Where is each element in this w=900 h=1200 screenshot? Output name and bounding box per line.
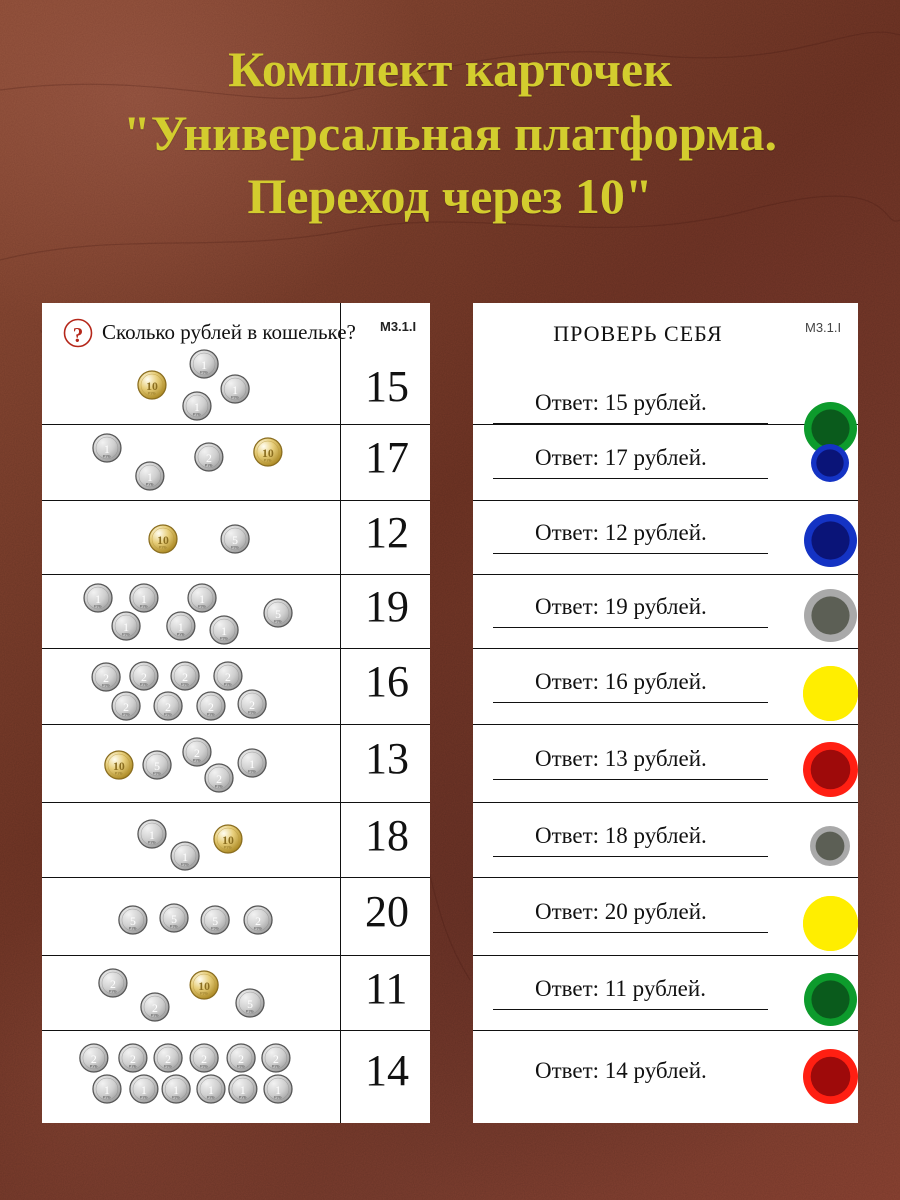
svg-text:РУБ: РУБ bbox=[272, 1064, 280, 1068]
svg-text:РУБ: РУБ bbox=[237, 1064, 245, 1068]
svg-text:РУБ: РУБ bbox=[248, 769, 256, 773]
svg-text:РУБ: РУБ bbox=[274, 619, 282, 623]
svg-text:РУБ: РУБ bbox=[146, 482, 154, 486]
svg-text:РУБ: РУБ bbox=[102, 683, 110, 687]
svg-text:РУБ: РУБ bbox=[200, 1064, 208, 1068]
svg-text:РУБ: РУБ bbox=[224, 845, 232, 849]
svg-text:РУБ: РУБ bbox=[207, 712, 215, 716]
svg-text:РУБ: РУБ bbox=[164, 712, 172, 716]
svg-text:РУБ: РУБ bbox=[129, 926, 137, 930]
svg-text:РУБ: РУБ bbox=[129, 1064, 137, 1068]
svg-text:РУБ: РУБ bbox=[148, 391, 156, 395]
svg-text:РУБ: РУБ bbox=[231, 395, 239, 399]
svg-text:РУБ: РУБ bbox=[200, 991, 208, 995]
svg-text:РУБ: РУБ bbox=[103, 454, 111, 458]
svg-text:РУБ: РУБ bbox=[239, 1095, 247, 1099]
svg-text:РУБ: РУБ bbox=[193, 412, 201, 416]
svg-text:РУБ: РУБ bbox=[274, 1095, 282, 1099]
svg-text:РУБ: РУБ bbox=[140, 682, 148, 686]
svg-text:РУБ: РУБ bbox=[248, 710, 256, 714]
svg-text:РУБ: РУБ bbox=[109, 989, 117, 993]
svg-text:РУБ: РУБ bbox=[151, 1013, 159, 1017]
svg-text:РУБ: РУБ bbox=[224, 682, 232, 686]
svg-text:РУБ: РУБ bbox=[220, 636, 228, 640]
svg-text:РУБ: РУБ bbox=[211, 926, 219, 930]
svg-text:РУБ: РУБ bbox=[215, 784, 223, 788]
svg-text:РУБ: РУБ bbox=[140, 1095, 148, 1099]
svg-text:РУБ: РУБ bbox=[177, 632, 185, 636]
svg-text:РУБ: РУБ bbox=[207, 1095, 215, 1099]
svg-text:РУБ: РУБ bbox=[103, 1095, 111, 1099]
svg-text:РУБ: РУБ bbox=[254, 926, 262, 930]
svg-text:РУБ: РУБ bbox=[115, 771, 123, 775]
svg-text:РУБ: РУБ bbox=[164, 1064, 172, 1068]
svg-text:РУБ: РУБ bbox=[264, 458, 272, 462]
svg-text:РУБ: РУБ bbox=[148, 840, 156, 844]
svg-text:РУБ: РУБ bbox=[193, 758, 201, 762]
svg-text:РУБ: РУБ bbox=[122, 632, 130, 636]
svg-text:РУБ: РУБ bbox=[153, 771, 161, 775]
svg-text:РУБ: РУБ bbox=[90, 1064, 98, 1068]
svg-text:РУБ: РУБ bbox=[181, 682, 189, 686]
svg-text:РУБ: РУБ bbox=[200, 370, 208, 374]
svg-text:РУБ: РУБ bbox=[122, 712, 130, 716]
svg-text:РУБ: РУБ bbox=[172, 1095, 180, 1099]
svg-text:РУБ: РУБ bbox=[198, 604, 206, 608]
svg-text:РУБ: РУБ bbox=[205, 463, 213, 467]
svg-text:РУБ: РУБ bbox=[246, 1009, 254, 1013]
svg-text:РУБ: РУБ bbox=[170, 924, 178, 928]
svg-text:РУБ: РУБ bbox=[94, 604, 102, 608]
svg-text:РУБ: РУБ bbox=[231, 545, 239, 549]
svg-text:РУБ: РУБ bbox=[181, 862, 189, 866]
svg-text:РУБ: РУБ bbox=[159, 545, 167, 549]
svg-text:РУБ: РУБ bbox=[140, 604, 148, 608]
